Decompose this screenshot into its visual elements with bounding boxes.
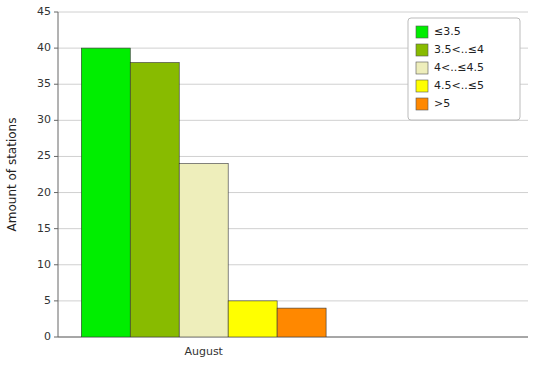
- tick-mark: [54, 300, 58, 301]
- grid-line: [58, 12, 528, 13]
- legend-label: 4.5<..≤5: [434, 79, 484, 92]
- legend-frame: [408, 18, 520, 120]
- bar: [277, 308, 326, 337]
- legend-label: 4<..≤4.5: [434, 61, 484, 74]
- tick-mark: [54, 192, 58, 193]
- tick-mark: [54, 120, 58, 121]
- tick-label: 25: [37, 149, 51, 162]
- tick-mark: [54, 156, 58, 157]
- legend-label: 3.5<..≤4: [434, 43, 484, 56]
- tick-mark: [54, 84, 58, 85]
- legend-swatch: [416, 98, 428, 110]
- tick-label: 10: [37, 258, 51, 271]
- axes: 0 5 10 15 20 25 30 35 40 45 August: [37, 5, 528, 358]
- bar: [179, 164, 228, 337]
- chart: 0 5 10 15 20 25 30 35 40 45 August Amount of statio…: [0, 0, 538, 369]
- tick-label: 45: [37, 5, 51, 18]
- legend-swatch: [416, 80, 428, 92]
- tick-mark: [54, 264, 58, 265]
- bars: [81, 48, 326, 337]
- tick-label: 20: [37, 186, 51, 199]
- y-axis-line: [58, 12, 59, 337]
- tick-mark: [54, 48, 58, 49]
- tick-label: 40: [37, 41, 51, 54]
- bar: [130, 63, 179, 337]
- tick-label: 30: [37, 113, 51, 126]
- tick-label: 5: [44, 294, 51, 307]
- legend-swatch: [416, 44, 428, 56]
- legend-swatch: [416, 26, 428, 38]
- grid: [58, 12, 528, 337]
- tick-label: August: [184, 345, 223, 358]
- legend-label: >5: [434, 97, 450, 110]
- tick-mark: [54, 12, 58, 13]
- chart-container: 0 5 10 15 20 25 30 35 40 45 August Amount of statio…: [0, 0, 538, 369]
- tick-label: 35: [37, 77, 51, 90]
- bar: [81, 48, 130, 337]
- tick-mark: [54, 228, 58, 229]
- legend: ≤3.5 3.5<..≤4 4<..≤4.5 4.5<..≤5 >5: [408, 18, 520, 120]
- legend-label: ≤3.5: [434, 25, 461, 38]
- tick-label: 0: [44, 330, 51, 343]
- tick-mark: [54, 337, 58, 338]
- tick-label: 15: [37, 222, 51, 235]
- bar: [228, 301, 277, 337]
- axis-label: Amount of stations: [5, 118, 19, 232]
- legend-swatch: [416, 62, 428, 74]
